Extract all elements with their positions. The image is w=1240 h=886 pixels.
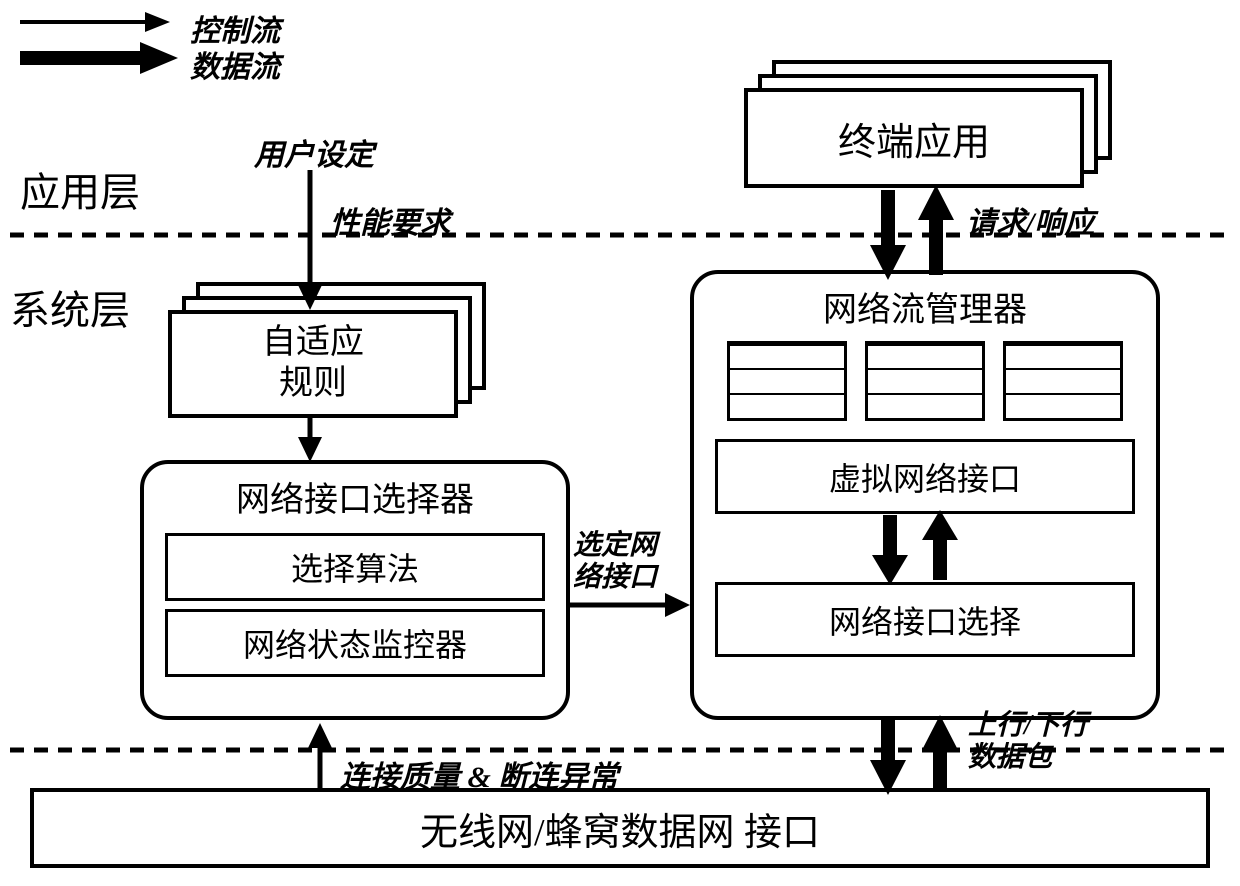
perf-req-label: 性能要求 bbox=[330, 198, 450, 242]
app-layer-label: 应用层 bbox=[20, 160, 140, 218]
legend-data-flow: 数据流 bbox=[190, 42, 280, 86]
wireless-iface-text: 无线网/蜂窝数据网 接口 bbox=[420, 801, 820, 856]
selected-iface-label: 选定网 络接口 bbox=[573, 530, 657, 594]
terminal-app-text: 终端应用 bbox=[838, 111, 990, 166]
net-monitor-text: 网络状态监控器 bbox=[243, 620, 467, 666]
wireless-iface-box: 无线网/蜂窝数据网 接口 bbox=[30, 788, 1210, 868]
virtual-iface-text: 虚拟网络接口 bbox=[829, 454, 1021, 500]
queue-group bbox=[710, 341, 1140, 421]
net-monitor-box: 网络状态监控器 bbox=[165, 609, 545, 677]
terminal-app-box: 终端应用 bbox=[744, 88, 1084, 188]
select-algo-text: 选择算法 bbox=[291, 544, 419, 590]
adaptive-rules-box: 自适应 规则 bbox=[168, 310, 458, 418]
updown-pkt-label: 上行/下行 数据包 bbox=[968, 710, 1088, 774]
select-algo-box: 选择算法 bbox=[165, 533, 545, 601]
queue-3 bbox=[1003, 341, 1123, 421]
adaptive-rules-text: 自适应 规则 bbox=[262, 323, 364, 405]
flow-mgr-container: 网络流管理器 虚拟网络接口 网络接口选择 bbox=[690, 270, 1160, 720]
conn-quality-label: 连接质量 & 断连异常 bbox=[340, 752, 618, 796]
system-layer-label: 系统层 bbox=[10, 278, 130, 336]
user-setting-label: 用户设定 bbox=[254, 130, 374, 174]
network-architecture-diagram: 控制流 数据流 应用层 系统层 终端应用 自适应 规则 网络接口选择器 选择算法… bbox=[0, 0, 1240, 886]
iface-select-box: 网络接口选择 bbox=[715, 582, 1135, 657]
flow-mgr-title: 网络流管理器 bbox=[823, 282, 1027, 331]
iface-selector-container: 网络接口选择器 选择算法 网络状态监控器 bbox=[140, 460, 570, 720]
queue-1 bbox=[727, 341, 847, 421]
iface-select-text: 网络接口选择 bbox=[829, 597, 1021, 643]
req-resp-label: 请求/响应 bbox=[966, 198, 1094, 242]
virtual-iface-box: 虚拟网络接口 bbox=[715, 439, 1135, 514]
queue-2 bbox=[865, 341, 985, 421]
iface-selector-title: 网络接口选择器 bbox=[236, 472, 474, 521]
